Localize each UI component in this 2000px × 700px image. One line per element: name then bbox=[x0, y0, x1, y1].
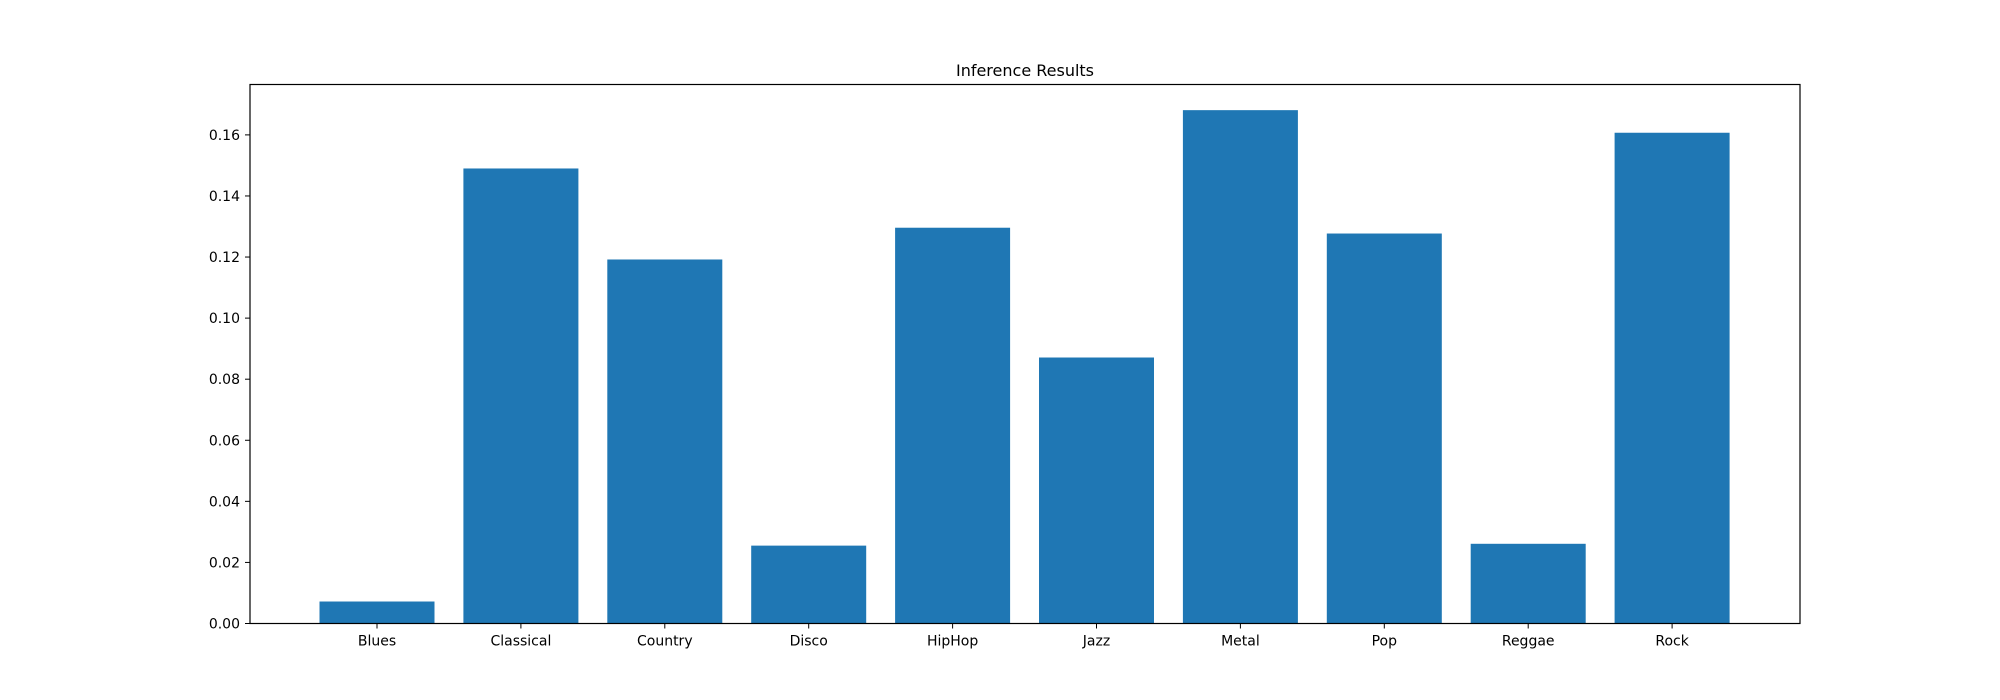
x-tick-label: Blues bbox=[358, 634, 396, 650]
x-tick-label: Rock bbox=[1655, 634, 1689, 650]
chart-title: Inference Results bbox=[956, 61, 1094, 80]
bar-jazz bbox=[1039, 357, 1154, 624]
bar-pop bbox=[1326, 233, 1442, 624]
bar-reggae bbox=[1470, 543, 1586, 624]
y-tick-label: 0.16 bbox=[209, 128, 240, 144]
y-axis: 0.00 0.02 0.04 0.06 0.08 0.10 0.12 0.14 0.16 bbox=[209, 128, 250, 633]
x-tick-label: Classical bbox=[490, 634, 551, 650]
bar-classical bbox=[463, 168, 579, 624]
x-tick-label: Country bbox=[637, 634, 693, 650]
y-tick-label: 0.08 bbox=[209, 372, 240, 388]
y-tick-label: 0.00 bbox=[209, 617, 240, 633]
y-tick-label: 0.12 bbox=[209, 250, 240, 266]
bar-metal bbox=[1182, 110, 1298, 624]
y-tick-label: 0.06 bbox=[209, 433, 240, 449]
bar-country bbox=[607, 259, 723, 624]
x-tick-label: Reggae bbox=[1502, 634, 1555, 650]
x-tick-label: Pop bbox=[1372, 634, 1398, 650]
y-tick-label: 0.10 bbox=[209, 311, 240, 327]
x-tick-label: Jazz bbox=[1082, 634, 1110, 650]
plot-frame bbox=[249, 83, 1801, 625]
bar-disco bbox=[751, 545, 867, 624]
x-tick-label: HipHop bbox=[927, 634, 978, 650]
x-tick-label: Disco bbox=[790, 634, 828, 650]
y-tick-label: 0.04 bbox=[209, 494, 240, 510]
bars bbox=[319, 110, 1730, 624]
bar-hiphop bbox=[895, 227, 1011, 624]
x-tick-label: Metal bbox=[1221, 634, 1260, 650]
y-tick-label: 0.02 bbox=[209, 555, 240, 571]
y-tick-label: 0.14 bbox=[209, 189, 240, 205]
bar-rock bbox=[1614, 132, 1730, 624]
bar-blues bbox=[319, 601, 435, 624]
x-axis: Blues Classical Country Disco HipHop Jazz Meta… bbox=[358, 623, 1690, 650]
